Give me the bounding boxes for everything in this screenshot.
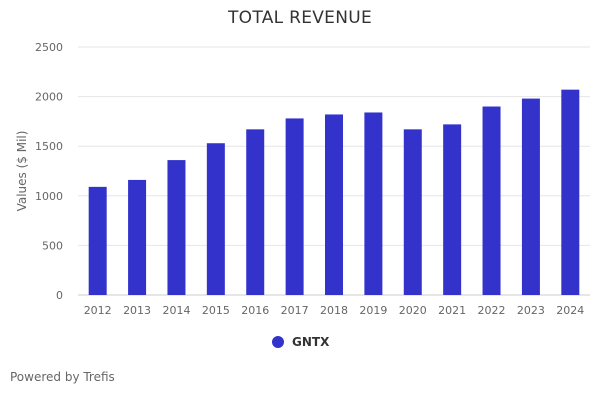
bar-2024[interactable] bbox=[561, 89, 580, 295]
x-tick-label: 2018 bbox=[320, 304, 348, 317]
legend-label: GNTX bbox=[292, 335, 330, 349]
y-axis-label: Values ($ Mil) bbox=[15, 131, 29, 212]
x-tick-label: 2016 bbox=[241, 304, 269, 317]
bar-2014[interactable] bbox=[167, 160, 186, 295]
bar-2021[interactable] bbox=[443, 124, 462, 295]
y-tick-label: 1500 bbox=[35, 140, 63, 153]
x-tick-label: 2014 bbox=[162, 304, 190, 317]
bar-2012[interactable] bbox=[88, 186, 107, 295]
x-tick-label: 2020 bbox=[399, 304, 427, 317]
powered-by-footer[interactable]: Powered by Trefis bbox=[10, 370, 115, 384]
x-tick-label: 2019 bbox=[359, 304, 387, 317]
bar-2022[interactable] bbox=[482, 106, 501, 296]
bars bbox=[88, 89, 580, 296]
chart-title: TOTAL REVENUE bbox=[227, 8, 373, 28]
bar-2015[interactable] bbox=[206, 143, 225, 295]
y-tick-label: 0 bbox=[56, 289, 63, 302]
x-axis-ticks: 2012 2013 2014 2015 2016 2017 2018 2019 2020 2021… bbox=[84, 304, 585, 317]
y-tick-label: 500 bbox=[42, 239, 63, 252]
x-tick-label: 2015 bbox=[202, 304, 230, 317]
x-tick-label: 2023 bbox=[517, 304, 545, 317]
y-tick-label: 1000 bbox=[35, 190, 63, 203]
legend-marker-icon bbox=[272, 336, 284, 348]
x-tick-label: 2013 bbox=[123, 304, 151, 317]
y-tick-label: 2500 bbox=[35, 41, 63, 54]
y-axis-ticks: 0 500 1000 1500 2000 2500 bbox=[35, 41, 63, 302]
bar-2020[interactable] bbox=[403, 129, 422, 295]
bar-2013[interactable] bbox=[128, 179, 147, 295]
bar-2018[interactable] bbox=[325, 114, 343, 296]
bar-2016[interactable] bbox=[246, 129, 265, 295]
bar-2019[interactable] bbox=[364, 112, 383, 295]
bar-2017[interactable] bbox=[285, 118, 304, 295]
y-tick-label: 2000 bbox=[35, 91, 63, 104]
bar-2023[interactable] bbox=[521, 98, 540, 295]
x-tick-label: 2022 bbox=[478, 304, 506, 317]
legend[interactable]: GNTX bbox=[272, 334, 329, 350]
x-tick-label: 2024 bbox=[556, 304, 584, 317]
x-tick-label: 2017 bbox=[281, 304, 309, 317]
x-tick-label: 2021 bbox=[438, 304, 466, 317]
x-tick-label: 2012 bbox=[84, 304, 112, 317]
